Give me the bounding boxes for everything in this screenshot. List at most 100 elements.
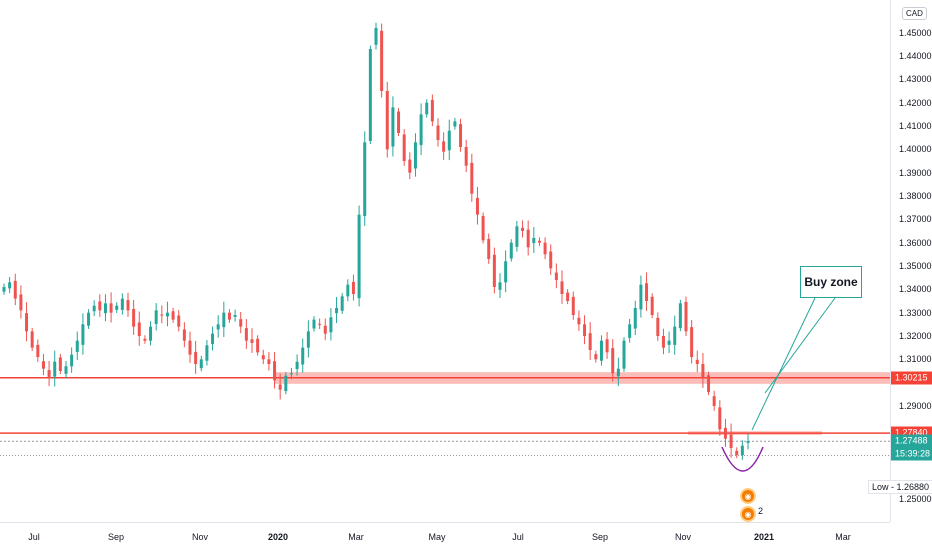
price-tick-label: 1.25000 (899, 494, 932, 505)
candle-body (571, 296, 575, 315)
candle-body (154, 310, 158, 324)
candle-body (194, 351, 198, 364)
time-tick-label: Jul (512, 532, 524, 542)
candle-body (746, 441, 750, 443)
candle-body (177, 315, 181, 327)
candle-body (53, 361, 57, 377)
buy-zone-label: Buy zone (804, 275, 858, 289)
candle-body (695, 359, 699, 364)
price-tick-label: 1.35000 (899, 261, 932, 271)
candle-body (70, 354, 74, 367)
candle-body (735, 450, 739, 455)
callout-arrow (751, 297, 816, 431)
candle-body (645, 283, 649, 301)
candle-body (504, 261, 508, 283)
candle-body (318, 323, 322, 325)
candle-body (41, 361, 45, 369)
candle-body (363, 142, 367, 217)
candle-body (143, 338, 147, 341)
price-tick-label: 1.31000 (899, 354, 932, 365)
candle-body (103, 303, 107, 314)
candlestick-chart[interactable] (0, 0, 890, 522)
candle-body (464, 147, 468, 166)
price-level-tag[interactable]: 1.30215 (891, 371, 932, 385)
event-flag-icon[interactable]: ◉ (740, 506, 756, 522)
candle-body (391, 107, 395, 147)
candle-body (87, 312, 91, 326)
candle-body (346, 284, 350, 297)
candle-body (306, 331, 310, 348)
candle-body (284, 375, 288, 392)
candle-body (723, 427, 727, 439)
candle-body (690, 327, 694, 357)
candle-body (622, 340, 626, 369)
time-tick-label: May (428, 532, 446, 542)
candle-body (47, 370, 51, 378)
price-tick-label: 1.40000 (899, 144, 932, 155)
candle-body (430, 99, 434, 122)
candle-body (13, 280, 17, 299)
candle-body (165, 312, 169, 317)
candle-body (729, 434, 733, 448)
candle-body (250, 339, 254, 343)
event-flag-icon[interactable]: ◉ (740, 488, 756, 504)
callout-arrow (764, 297, 836, 394)
time-tick-label: 2020 (267, 532, 289, 542)
candle-body (577, 317, 581, 325)
candle-body (537, 240, 541, 243)
bottom-curve (721, 446, 764, 472)
candle-body (81, 324, 85, 345)
candle-body (244, 328, 248, 341)
price-tick-label: 1.32000 (899, 331, 932, 341)
candle-body (611, 348, 615, 374)
candle-body (199, 359, 203, 369)
candle-body (126, 300, 130, 311)
candle-body (498, 282, 502, 290)
price-tick-label: 1.33000 (899, 307, 932, 318)
currency-label[interactable]: CAD (902, 7, 927, 20)
time-tick-label: Mar (835, 532, 851, 542)
candle-body (470, 162, 474, 194)
candle-body (509, 242, 513, 259)
candle-body (267, 359, 271, 364)
candle-body (301, 347, 305, 365)
candle-body (650, 296, 654, 315)
candle-body (335, 308, 339, 314)
candle-body (588, 333, 592, 350)
candle-body (453, 121, 457, 127)
candle-body (661, 336, 665, 348)
candle-body (25, 313, 29, 332)
price-level-tag[interactable]: 1.27488 (891, 434, 932, 448)
candle-body (98, 301, 102, 311)
candle-body (137, 322, 141, 336)
price-tick-label: 1.29000 (899, 401, 932, 411)
price-tick-label: 1.39000 (899, 167, 932, 178)
time-tick-label: Sep (591, 532, 609, 542)
candle-body (707, 375, 711, 392)
candle-body (560, 281, 564, 294)
candle-body (357, 214, 361, 299)
candle-body (656, 317, 660, 336)
candle-body (329, 317, 333, 333)
candle-body (323, 325, 327, 334)
candle-body (616, 368, 620, 377)
buy-zone-callout[interactable]: Buy zone (800, 266, 862, 298)
candle-body (684, 301, 688, 332)
low-price-label: Low - 1.26880 (868, 480, 932, 494)
candle-body (205, 345, 209, 361)
candle-body (368, 49, 372, 141)
candle-body (413, 142, 417, 169)
price-axis[interactable]: 1.45000 1.44000 1.43000 1.42000 1.41000 1.400… (890, 0, 932, 522)
candle-body (667, 340, 671, 345)
candle-body (408, 159, 412, 173)
candle-body (380, 30, 384, 91)
price-tick-label: 1.41000 (899, 121, 932, 131)
candle-body (605, 339, 609, 353)
candle-body (515, 226, 519, 247)
candle-body (436, 125, 440, 140)
chart-plot-area[interactable]: Buy zone ◉ ◉ 2 (0, 0, 890, 522)
time-axis[interactable]: Jul Sep Nov 2020 Mar May Jul Sep Nov 2021 Mar (0, 522, 890, 551)
candle-body (543, 242, 547, 255)
candle-body (182, 329, 186, 341)
candle-body (442, 141, 446, 152)
